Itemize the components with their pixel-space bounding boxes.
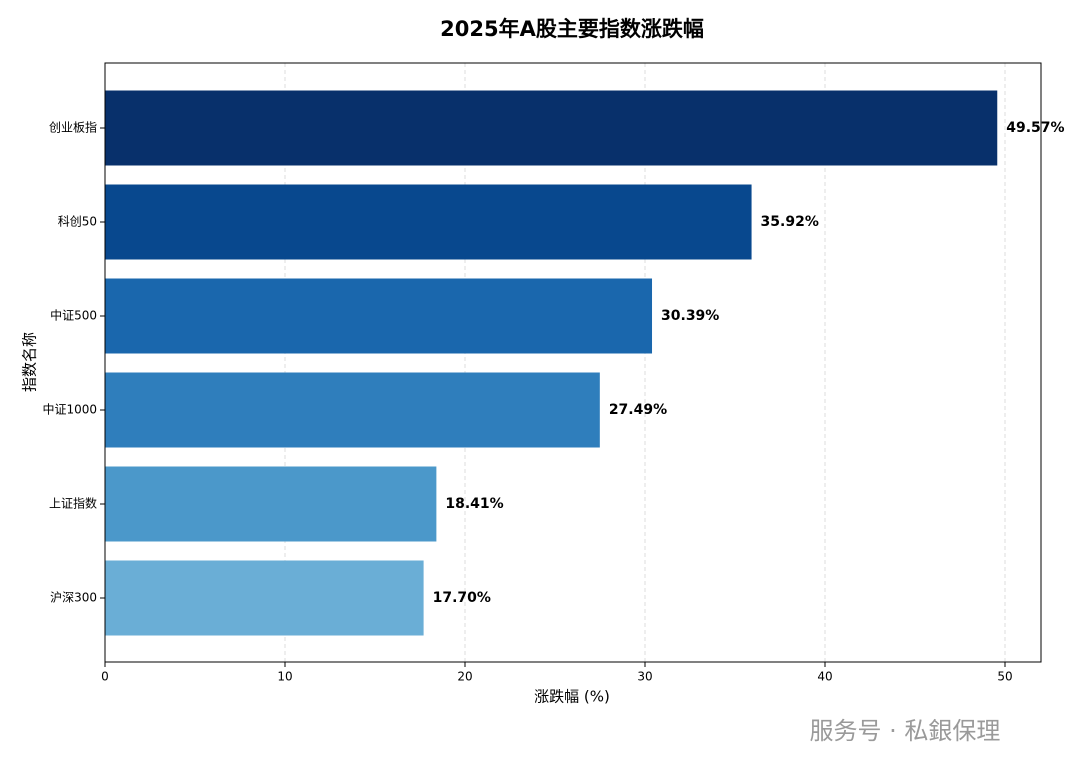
- bar: [105, 278, 653, 354]
- y-axis-label: 指数名称: [21, 332, 39, 392]
- bar: [105, 184, 752, 260]
- x-tick-label: 50: [997, 670, 1012, 684]
- x-tick-label: 0: [101, 670, 109, 684]
- chart-title: 2025年A股主要指数涨跌幅: [440, 17, 704, 41]
- x-tick-label: 10: [277, 670, 292, 684]
- value-label: 30.39%: [661, 308, 719, 324]
- y-tick-label: 沪深300: [50, 591, 97, 605]
- x-tick-label: 40: [817, 670, 832, 684]
- bar: [105, 466, 437, 542]
- value-label: 49.57%: [1006, 120, 1064, 136]
- y-tick-label: 中证500: [50, 308, 97, 323]
- value-label: 18.41%: [445, 496, 503, 512]
- value-label: 17.70%: [433, 590, 491, 606]
- x-tick-label: 20: [457, 670, 472, 684]
- y-tick-label: 上证指数: [49, 496, 97, 511]
- value-label: 27.49%: [609, 402, 667, 418]
- value-label: 35.92%: [761, 214, 819, 230]
- plot-frame: [104, 62, 1042, 663]
- y-tick-label: 科创50: [58, 215, 97, 229]
- bar: [105, 90, 998, 166]
- watermark: 服务号 · 私銀保理: [810, 717, 1001, 745]
- x-tick-label: 30: [637, 670, 652, 684]
- y-tick-label: 中证1000: [42, 402, 97, 417]
- bar: [105, 560, 424, 636]
- x-axis-label: 涨跌幅 (%): [534, 688, 610, 706]
- y-tick-label: 创业板指: [49, 120, 97, 135]
- bar: [105, 372, 600, 448]
